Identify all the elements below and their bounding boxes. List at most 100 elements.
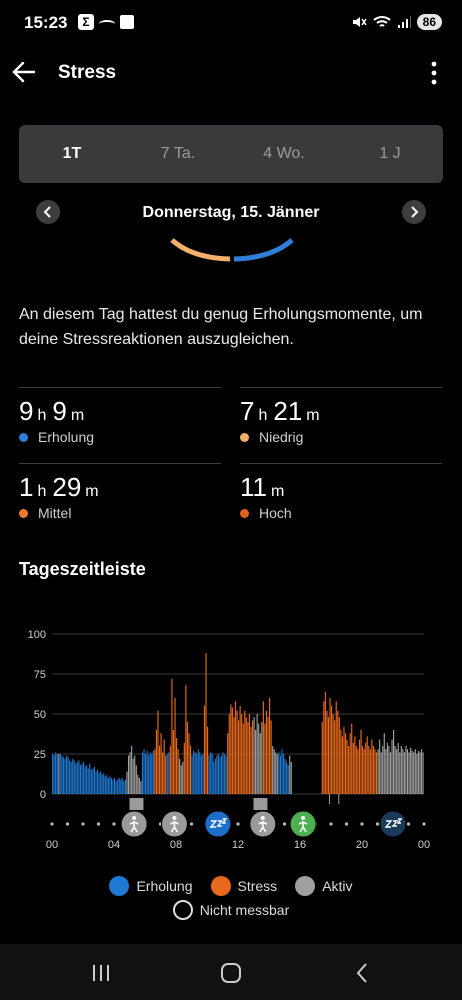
bar-rest bbox=[197, 749, 199, 794]
time-dot bbox=[112, 822, 116, 826]
medium-dot bbox=[19, 508, 28, 518]
bar-active bbox=[132, 758, 134, 794]
figure-head bbox=[132, 816, 137, 820]
y-tick-label: 100 bbox=[28, 629, 46, 641]
tab-7-days[interactable]: 7 Ta. bbox=[160, 145, 196, 162]
x-tick-label: 16 bbox=[294, 839, 306, 851]
bar-rest bbox=[55, 752, 57, 794]
bar-active bbox=[405, 746, 407, 794]
bar-active bbox=[58, 754, 60, 794]
bar-stress bbox=[374, 749, 376, 794]
bar-active bbox=[127, 755, 130, 794]
bar-active bbox=[140, 781, 142, 794]
bar-stress bbox=[171, 678, 173, 794]
tab-1-day[interactable]: 1T bbox=[62, 145, 82, 162]
bar-active bbox=[380, 752, 382, 794]
bar-active bbox=[391, 739, 393, 794]
bar-active bbox=[410, 747, 412, 794]
bar-rest bbox=[141, 752, 144, 794]
bar-rest bbox=[222, 752, 224, 794]
bar-active bbox=[400, 746, 402, 794]
bar-stress bbox=[248, 714, 250, 794]
figure-body bbox=[170, 821, 179, 833]
bar-stress bbox=[352, 742, 354, 794]
app-bar: Stress bbox=[0, 52, 462, 92]
bar-stress bbox=[331, 706, 333, 794]
back-nav-icon[interactable] bbox=[348, 958, 378, 988]
bar-stress bbox=[230, 704, 232, 794]
figure-body bbox=[258, 821, 268, 833]
previous-day-button[interactable] bbox=[36, 200, 60, 224]
stat-value: 1 h 29 m bbox=[19, 472, 105, 503]
bar-active bbox=[397, 742, 399, 794]
bar-rest bbox=[281, 749, 283, 794]
home-icon[interactable] bbox=[216, 958, 246, 988]
figure-head bbox=[301, 816, 306, 820]
bar-stress bbox=[346, 739, 348, 794]
bar-rest bbox=[86, 765, 88, 794]
bar-rest bbox=[72, 758, 74, 794]
bar-rest bbox=[79, 765, 82, 794]
bar-rest bbox=[146, 750, 148, 794]
bar-stress bbox=[375, 752, 378, 794]
bar-active bbox=[134, 755, 136, 794]
bar-stress bbox=[337, 710, 339, 794]
bar-active bbox=[182, 762, 184, 794]
minutes-unit: m bbox=[306, 407, 320, 424]
tab-1-year[interactable]: 1 J bbox=[379, 145, 401, 162]
notification-icon bbox=[99, 20, 115, 28]
minutes-unit: m bbox=[70, 407, 85, 424]
bar-active bbox=[416, 754, 418, 794]
bar-active bbox=[273, 749, 275, 794]
bar-active bbox=[137, 774, 139, 794]
bar-stress bbox=[207, 726, 209, 794]
bar-stress bbox=[262, 701, 264, 794]
bar-stress bbox=[183, 742, 185, 794]
figure-head bbox=[260, 816, 265, 820]
bar-active bbox=[131, 746, 133, 794]
minutes-unit: m bbox=[85, 483, 99, 500]
bar-stress bbox=[176, 738, 178, 794]
signal-icon bbox=[397, 16, 411, 28]
recent-apps-icon[interactable] bbox=[86, 958, 116, 988]
bar-rest bbox=[96, 770, 99, 794]
bar-active bbox=[258, 723, 260, 794]
bar-rest bbox=[200, 755, 202, 794]
bar-rest bbox=[67, 757, 69, 794]
bar-stress bbox=[242, 723, 244, 794]
more-options-icon[interactable] bbox=[428, 60, 440, 86]
bar-active bbox=[382, 746, 384, 794]
bar-rest bbox=[202, 754, 204, 794]
bar-rest bbox=[225, 755, 227, 794]
bar-rest bbox=[282, 754, 285, 794]
bar-rest bbox=[114, 778, 116, 794]
bar-rest bbox=[168, 752, 170, 794]
bar-rest bbox=[121, 778, 123, 794]
bar-rest bbox=[211, 754, 213, 794]
legend-none: Nicht messbar bbox=[172, 900, 289, 920]
time-dot bbox=[360, 822, 364, 826]
back-arrow-icon[interactable] bbox=[10, 58, 38, 86]
figure-body bbox=[129, 821, 139, 833]
next-day-button[interactable] bbox=[402, 200, 426, 224]
bar-active bbox=[179, 758, 181, 794]
bar-rest bbox=[219, 757, 221, 794]
time-dot bbox=[406, 822, 411, 826]
stat-label: Hoch bbox=[240, 505, 292, 521]
bar-stress bbox=[177, 749, 179, 794]
tab-4-weeks[interactable]: 4 Wo. bbox=[263, 145, 305, 162]
bar-rest bbox=[69, 760, 71, 794]
stat-value: 7 h 21 m bbox=[240, 396, 326, 427]
bar-active bbox=[411, 750, 413, 794]
minutes-value: 11 bbox=[240, 472, 267, 502]
bar-active bbox=[261, 722, 263, 794]
bar-rest bbox=[214, 758, 216, 794]
legend-row: Erholung Stress Aktiv bbox=[0, 876, 462, 896]
bar-stress bbox=[323, 701, 325, 794]
bar-rest bbox=[109, 776, 111, 794]
bar-stress bbox=[360, 730, 362, 794]
bar-stress bbox=[338, 717, 340, 794]
bar-stress bbox=[349, 733, 351, 794]
bar-rest bbox=[143, 749, 145, 794]
